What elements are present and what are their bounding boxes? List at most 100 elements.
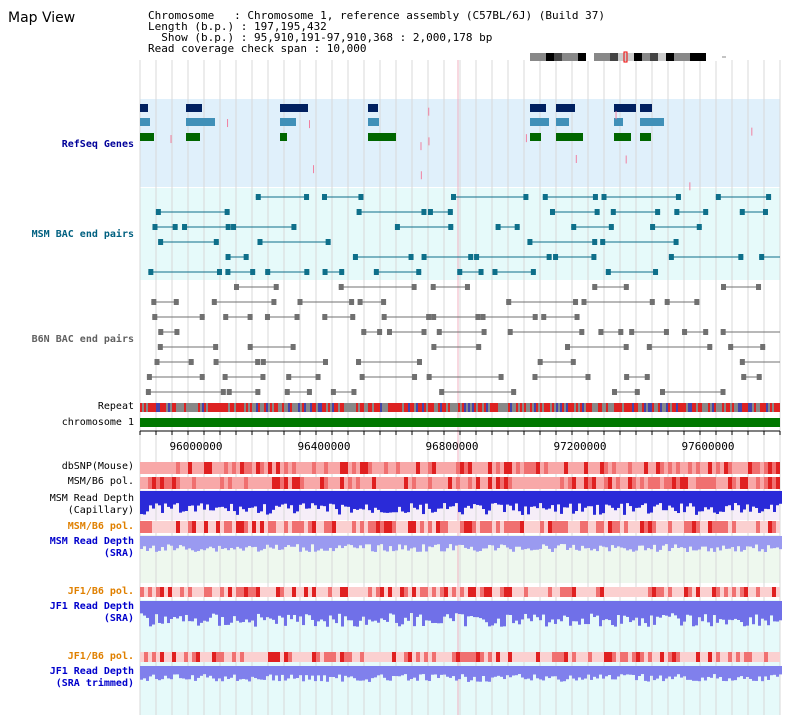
- msm-capillary-depth-bar: [647, 491, 650, 514]
- jf1-sra-depth-bar: [674, 601, 677, 616]
- repeat-segment: [596, 403, 598, 412]
- repeat-segment: [152, 403, 154, 412]
- msm-b6-pol-strip: [576, 521, 580, 533]
- msm-b6-pol-strip: [276, 477, 280, 489]
- repeat-segment: [436, 403, 438, 412]
- jf1-b6-pol-strip: [168, 652, 172, 662]
- ideogram-band: [594, 53, 602, 61]
- msm-b6-pol-strip: [556, 477, 560, 489]
- msm-b6-pol-strip: [728, 521, 732, 533]
- msm-capillary-depth-bar: [272, 491, 275, 510]
- repeat-segment: [150, 403, 152, 412]
- label-refseq-genes[interactable]: RefSeq Genes: [61, 139, 134, 150]
- msm-sra-depth-bar: [350, 536, 353, 546]
- jf1-b6-pol-strip: [432, 587, 436, 597]
- msm-capillary-depth-bar: [488, 491, 491, 511]
- msm-sra-depth-bar: [395, 536, 398, 551]
- dbsnp-strip: [212, 462, 216, 474]
- jf1-trimmed-depth-bar: [683, 666, 686, 677]
- msm-capillary-depth-bar: [686, 491, 689, 507]
- jf1-b6-pol-strip: [456, 587, 460, 597]
- msm-sra-depth-bar: [605, 536, 608, 548]
- jf1-b6-pol-strip: [404, 652, 408, 662]
- jf1-trimmed-depth-bar: [554, 666, 557, 677]
- repeat-segment: [618, 403, 620, 412]
- jf1-sra-depth-bar: [464, 601, 467, 627]
- b6n-bac-pair-end: [439, 389, 445, 395]
- repeat-segment: [316, 403, 318, 412]
- jf1-b6-pol-strip: [748, 652, 752, 662]
- msm-capillary-depth-bar: [389, 491, 392, 513]
- msm-sra-depth-bar: [665, 536, 668, 545]
- msm-b6-pol-strip: [560, 477, 564, 489]
- msm-b6-pol-strip: [492, 477, 496, 489]
- repeat-segment: [270, 403, 272, 412]
- dbsnp-strip: [664, 462, 668, 474]
- msm-capillary-depth-bar: [317, 491, 320, 509]
- b6n-bac-pair-end: [581, 299, 587, 305]
- jf1-b6-pol-strip: [284, 652, 288, 662]
- b6n-bac-pair-end: [273, 284, 279, 290]
- msm-sra-depth-bar: [641, 536, 644, 546]
- repeat-segment: [634, 403, 636, 412]
- jf1-trimmed-depth-bar: [479, 666, 482, 682]
- msm-b6-pol-strip: [744, 521, 748, 533]
- msm-b6-pol-strip: [168, 521, 172, 533]
- jf1-trimmed-depth-bar: [752, 666, 755, 681]
- jf1-b6-pol-strip: [312, 587, 316, 597]
- repeat-segment: [662, 403, 664, 412]
- repeat-segment: [390, 403, 392, 412]
- msm-capillary-depth-bar: [605, 491, 608, 505]
- msm-capillary-depth-bar: [182, 491, 185, 512]
- jf1-trimmed-depth-bar: [188, 666, 191, 680]
- b6n-bac-pair-end: [663, 329, 669, 335]
- msm-bac-pair-end: [322, 269, 328, 275]
- msm-sra-depth-bar: [443, 536, 446, 552]
- msm-b6-pol-strip: [480, 521, 484, 533]
- jf1-b6-pol-strip: [604, 587, 608, 597]
- gene-mark: [170, 135, 172, 144]
- msm-capillary-depth-bar: [233, 491, 236, 512]
- b6n-bac-pair-end: [260, 359, 266, 365]
- jf1-sra-depth-bar: [194, 601, 197, 619]
- repeat-segment: [478, 403, 480, 412]
- repeat-segment: [602, 403, 604, 412]
- jf1-b6-pol-strip: [516, 652, 520, 662]
- jf1-sra-depth-bar: [146, 601, 149, 618]
- label-msm-bac[interactable]: MSM BAC end pairs: [31, 229, 134, 240]
- repeat-segment: [468, 403, 470, 412]
- msm-sra-depth-bar: [311, 536, 314, 545]
- jf1-b6-pol-strip: [256, 587, 260, 597]
- jf1-b6-pol-strip: [480, 652, 484, 662]
- jf1-trimmed-depth-bar: [518, 666, 521, 675]
- repeat-segment: [240, 403, 242, 412]
- repeat-segment: [318, 403, 320, 412]
- msm-capillary-depth-bar: [245, 491, 248, 512]
- jf1-b6-pol-strip: [712, 652, 716, 662]
- ideogram-band: [578, 53, 586, 61]
- msm-sra-depth-bar: [683, 536, 686, 549]
- msm-capillary-depth-bar: [773, 491, 776, 513]
- msm-capillary-depth-bar: [308, 491, 311, 509]
- jf1-trimmed-depth-bar: [140, 666, 143, 680]
- msm-sra-depth-bar: [638, 536, 641, 546]
- msm-capillary-depth-bar: [695, 491, 698, 515]
- label-repeat: Repeat: [97, 401, 134, 412]
- msm-b6-pol-strip: [152, 477, 156, 489]
- msm-capillary-depth-bar: [701, 491, 704, 512]
- msm-b6-pol-strip: [276, 521, 280, 533]
- msm-capillary-depth-bar: [569, 491, 572, 504]
- label-b6n-bac[interactable]: B6N BAC end pairs: [31, 334, 134, 345]
- jf1-b6-pol-strip: [732, 587, 736, 597]
- dbsnp-strip: [492, 462, 496, 474]
- repeat-segment: [528, 403, 530, 412]
- dbsnp-strip: [448, 462, 452, 474]
- jf1-trimmed-depth-bar: [731, 666, 734, 681]
- ideogram-band: [618, 53, 626, 61]
- jf1-trimmed-depth-bar: [233, 666, 236, 675]
- jf1-trimmed-depth-bar: [272, 666, 275, 681]
- msm-capillary-depth-bar: [677, 491, 680, 514]
- jf1-trimmed-depth-bar: [737, 666, 740, 678]
- repeat-segment: [262, 403, 264, 412]
